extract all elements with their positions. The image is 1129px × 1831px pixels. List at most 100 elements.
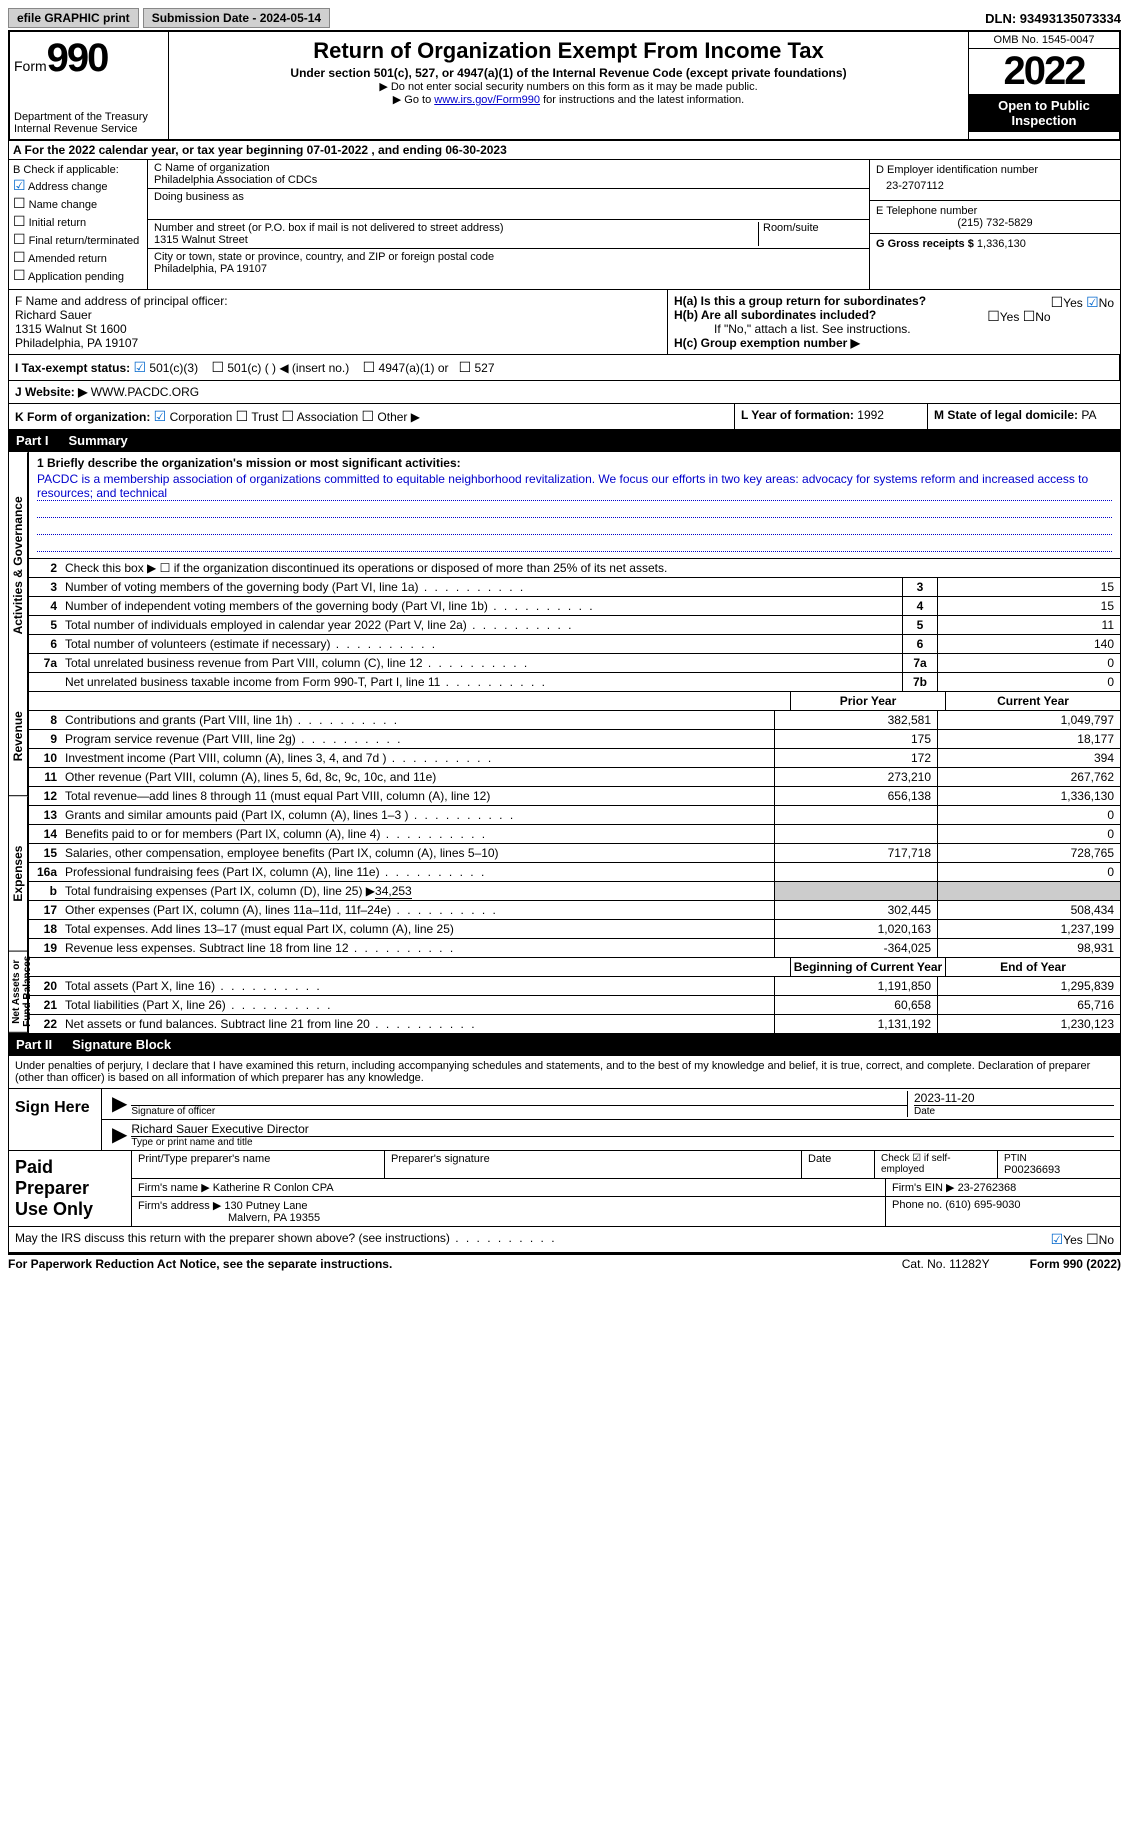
line-21: Total liabilities (Part X, line 26) <box>61 996 774 1014</box>
sig-officer-label: Signature of officer <box>131 1105 907 1117</box>
form-subtitle: Under section 501(c), 527, or 4947(a)(1)… <box>173 66 964 80</box>
city-label: City or town, state or province, country… <box>154 251 863 263</box>
col-h: H(a) Is this a group return for subordin… <box>667 290 1120 354</box>
val-6: 140 <box>937 635 1120 653</box>
line-13: Grants and similar amounts paid (Part IX… <box>61 806 774 824</box>
tab-activities: Activities & Governance <box>9 452 28 678</box>
cb-corp[interactable] <box>154 408 167 424</box>
note-1: ▶ Do not enter social security numbers o… <box>173 80 964 93</box>
row-j: J Website: ▶ WWW.PACDC.ORG <box>8 381 1121 404</box>
d-label: D Employer identification number <box>876 164 1114 176</box>
cb-initial[interactable]: Initial return <box>13 213 143 230</box>
cb-trust[interactable] <box>236 408 249 424</box>
street: 1315 Walnut Street <box>154 234 758 246</box>
name-label: Type or print name and title <box>131 1136 1114 1148</box>
line-16b: Total fundraising expenses (Part IX, col… <box>61 882 774 900</box>
officer-name: Richard Sauer <box>15 308 661 322</box>
line-7a: Total unrelated business revenue from Pa… <box>61 654 902 672</box>
line-3: Number of voting members of the governin… <box>61 578 902 596</box>
tax-year: 2022 <box>969 49 1119 94</box>
submission-button[interactable]: Submission Date - 2024-05-14 <box>143 8 330 28</box>
cb-527[interactable] <box>459 359 472 375</box>
line-20: Total assets (Part X, line 16) <box>61 977 774 995</box>
irs-link[interactable]: www.irs.gov/Form990 <box>434 94 540 106</box>
cb-name[interactable]: Name change <box>13 195 143 212</box>
gross-receipts: 1,336,130 <box>977 238 1026 250</box>
cb-501c[interactable] <box>211 359 224 375</box>
discuss-row: May the IRS discuss this return with the… <box>9 1226 1120 1252</box>
cb-address[interactable]: Address change <box>13 177 143 194</box>
line-14: Benefits paid to or for members (Part IX… <box>61 825 774 843</box>
line-19: Revenue less expenses. Subtract line 18 … <box>61 939 774 957</box>
footer: For Paperwork Reduction Act Notice, see … <box>8 1253 1121 1273</box>
g-label: G Gross receipts $ <box>876 238 974 250</box>
omb: OMB No. 1545-0047 <box>969 32 1119 49</box>
cb-assoc[interactable] <box>282 408 295 424</box>
sig-date-val: 2023-11-20 <box>914 1091 1114 1105</box>
line-5: Total number of individuals employed in … <box>61 616 902 634</box>
state-domicile: PA <box>1081 408 1096 422</box>
org-name: Philadelphia Association of CDCs <box>154 174 863 186</box>
cb-final[interactable]: Final return/terminated <box>13 231 143 248</box>
line-17: Other expenses (Part IX, column (A), lin… <box>61 901 774 919</box>
dept: Department of the Treasury <box>14 111 164 123</box>
line-16a: Professional fundraising fees (Part IX, … <box>61 863 774 881</box>
officer-name-title: Richard Sauer Executive Director <box>131 1122 1114 1136</box>
room-label: Room/suite <box>758 222 863 246</box>
line-22: Net assets or fund balances. Subtract li… <box>61 1015 774 1033</box>
top-bar: efile GRAPHIC print Submission Date - 20… <box>8 8 1121 28</box>
line-8: Contributions and grants (Part VIII, lin… <box>61 711 774 729</box>
prep-sig-label: Preparer's signature <box>385 1151 802 1178</box>
firm-ein: 23-2762368 <box>958 1182 1017 1194</box>
val-7a: 0 <box>937 654 1120 672</box>
col-c: C Name of organization Philadelphia Asso… <box>148 160 869 289</box>
arrow-icon: ▶ <box>108 1091 131 1117</box>
sign-here-label: Sign Here <box>9 1089 102 1150</box>
discuss-no[interactable] <box>1086 1231 1099 1247</box>
cb-amended[interactable]: Amended return <box>13 249 143 266</box>
cb-501c3[interactable] <box>134 359 147 375</box>
part-ii-header: Part IISignature Block <box>8 1034 1121 1055</box>
ein: 23-2707112 <box>876 176 1114 196</box>
discuss-yes[interactable] <box>1051 1231 1064 1247</box>
line-10: Investment income (Part VIII, column (A)… <box>61 749 774 767</box>
paid-preparer-label: Paid Preparer Use Only <box>9 1151 132 1226</box>
cb-4947[interactable] <box>363 359 376 375</box>
row-a: A For the 2022 calendar year, or tax yea… <box>8 141 1121 160</box>
officer-addr2: Philadelphia, PA 19107 <box>15 336 661 350</box>
val-5: 11 <box>937 616 1120 634</box>
firm-name: Katherine R Conlon CPA <box>213 1182 334 1194</box>
summary-section: Activities & Governance Revenue Expenses… <box>8 451 1121 1034</box>
row-k: K Form of organization: Corporation Trus… <box>8 404 1121 430</box>
arrow-icon: ▶ <box>108 1122 131 1148</box>
street-label: Number and street (or P.O. box if mail i… <box>154 222 758 234</box>
hdr-prior-current: Prior YearCurrent Year <box>29 692 1120 711</box>
firm-phone: (610) 695-9030 <box>945 1199 1020 1211</box>
website: WWW.PACDC.ORG <box>91 385 199 399</box>
phone: (215) 732-5829 <box>876 217 1114 229</box>
part-i-header: Part ISummary <box>8 430 1121 451</box>
ptin-val: P00236693 <box>1004 1164 1114 1176</box>
line-9: Program service revenue (Part VIII, line… <box>61 730 774 748</box>
prep-check: Check ☑ if self-employed <box>875 1151 998 1178</box>
tab-revenue: Revenue <box>9 678 28 796</box>
dba-label: Doing business as <box>154 191 863 203</box>
row-i: I Tax-exempt status: 501(c)(3) 501(c) ( … <box>8 355 1121 381</box>
col-b: B Check if applicable: Address change Na… <box>9 160 148 289</box>
open-inspection: Open to Public Inspection <box>969 94 1119 132</box>
form-header: Form990 Department of the Treasury Inter… <box>8 30 1121 141</box>
line-6: Total number of volunteers (estimate if … <box>61 635 902 653</box>
cb-other[interactable] <box>362 408 375 424</box>
note-2: ▶ Go to www.irs.gov/Form990 for instruct… <box>173 93 964 106</box>
tab-expenses: Expenses <box>9 797 28 952</box>
firm-addr: 130 Putney Lane <box>224 1200 307 1212</box>
ptin-label: PTIN <box>1004 1153 1114 1164</box>
hdr-beg-end: Beginning of Current YearEnd of Year <box>29 958 1120 977</box>
cb-app[interactable]: Application pending <box>13 267 143 284</box>
sig-date-label: Date <box>914 1105 1114 1117</box>
col-f: F Name and address of principal officer:… <box>9 290 667 354</box>
line-7b: Net unrelated business taxable income fr… <box>61 673 902 691</box>
dln: DLN: 93493135073334 <box>985 11 1121 26</box>
efile-button[interactable]: efile GRAPHIC print <box>8 8 139 28</box>
signature-block: Under penalties of perjury, I declare th… <box>8 1055 1121 1253</box>
